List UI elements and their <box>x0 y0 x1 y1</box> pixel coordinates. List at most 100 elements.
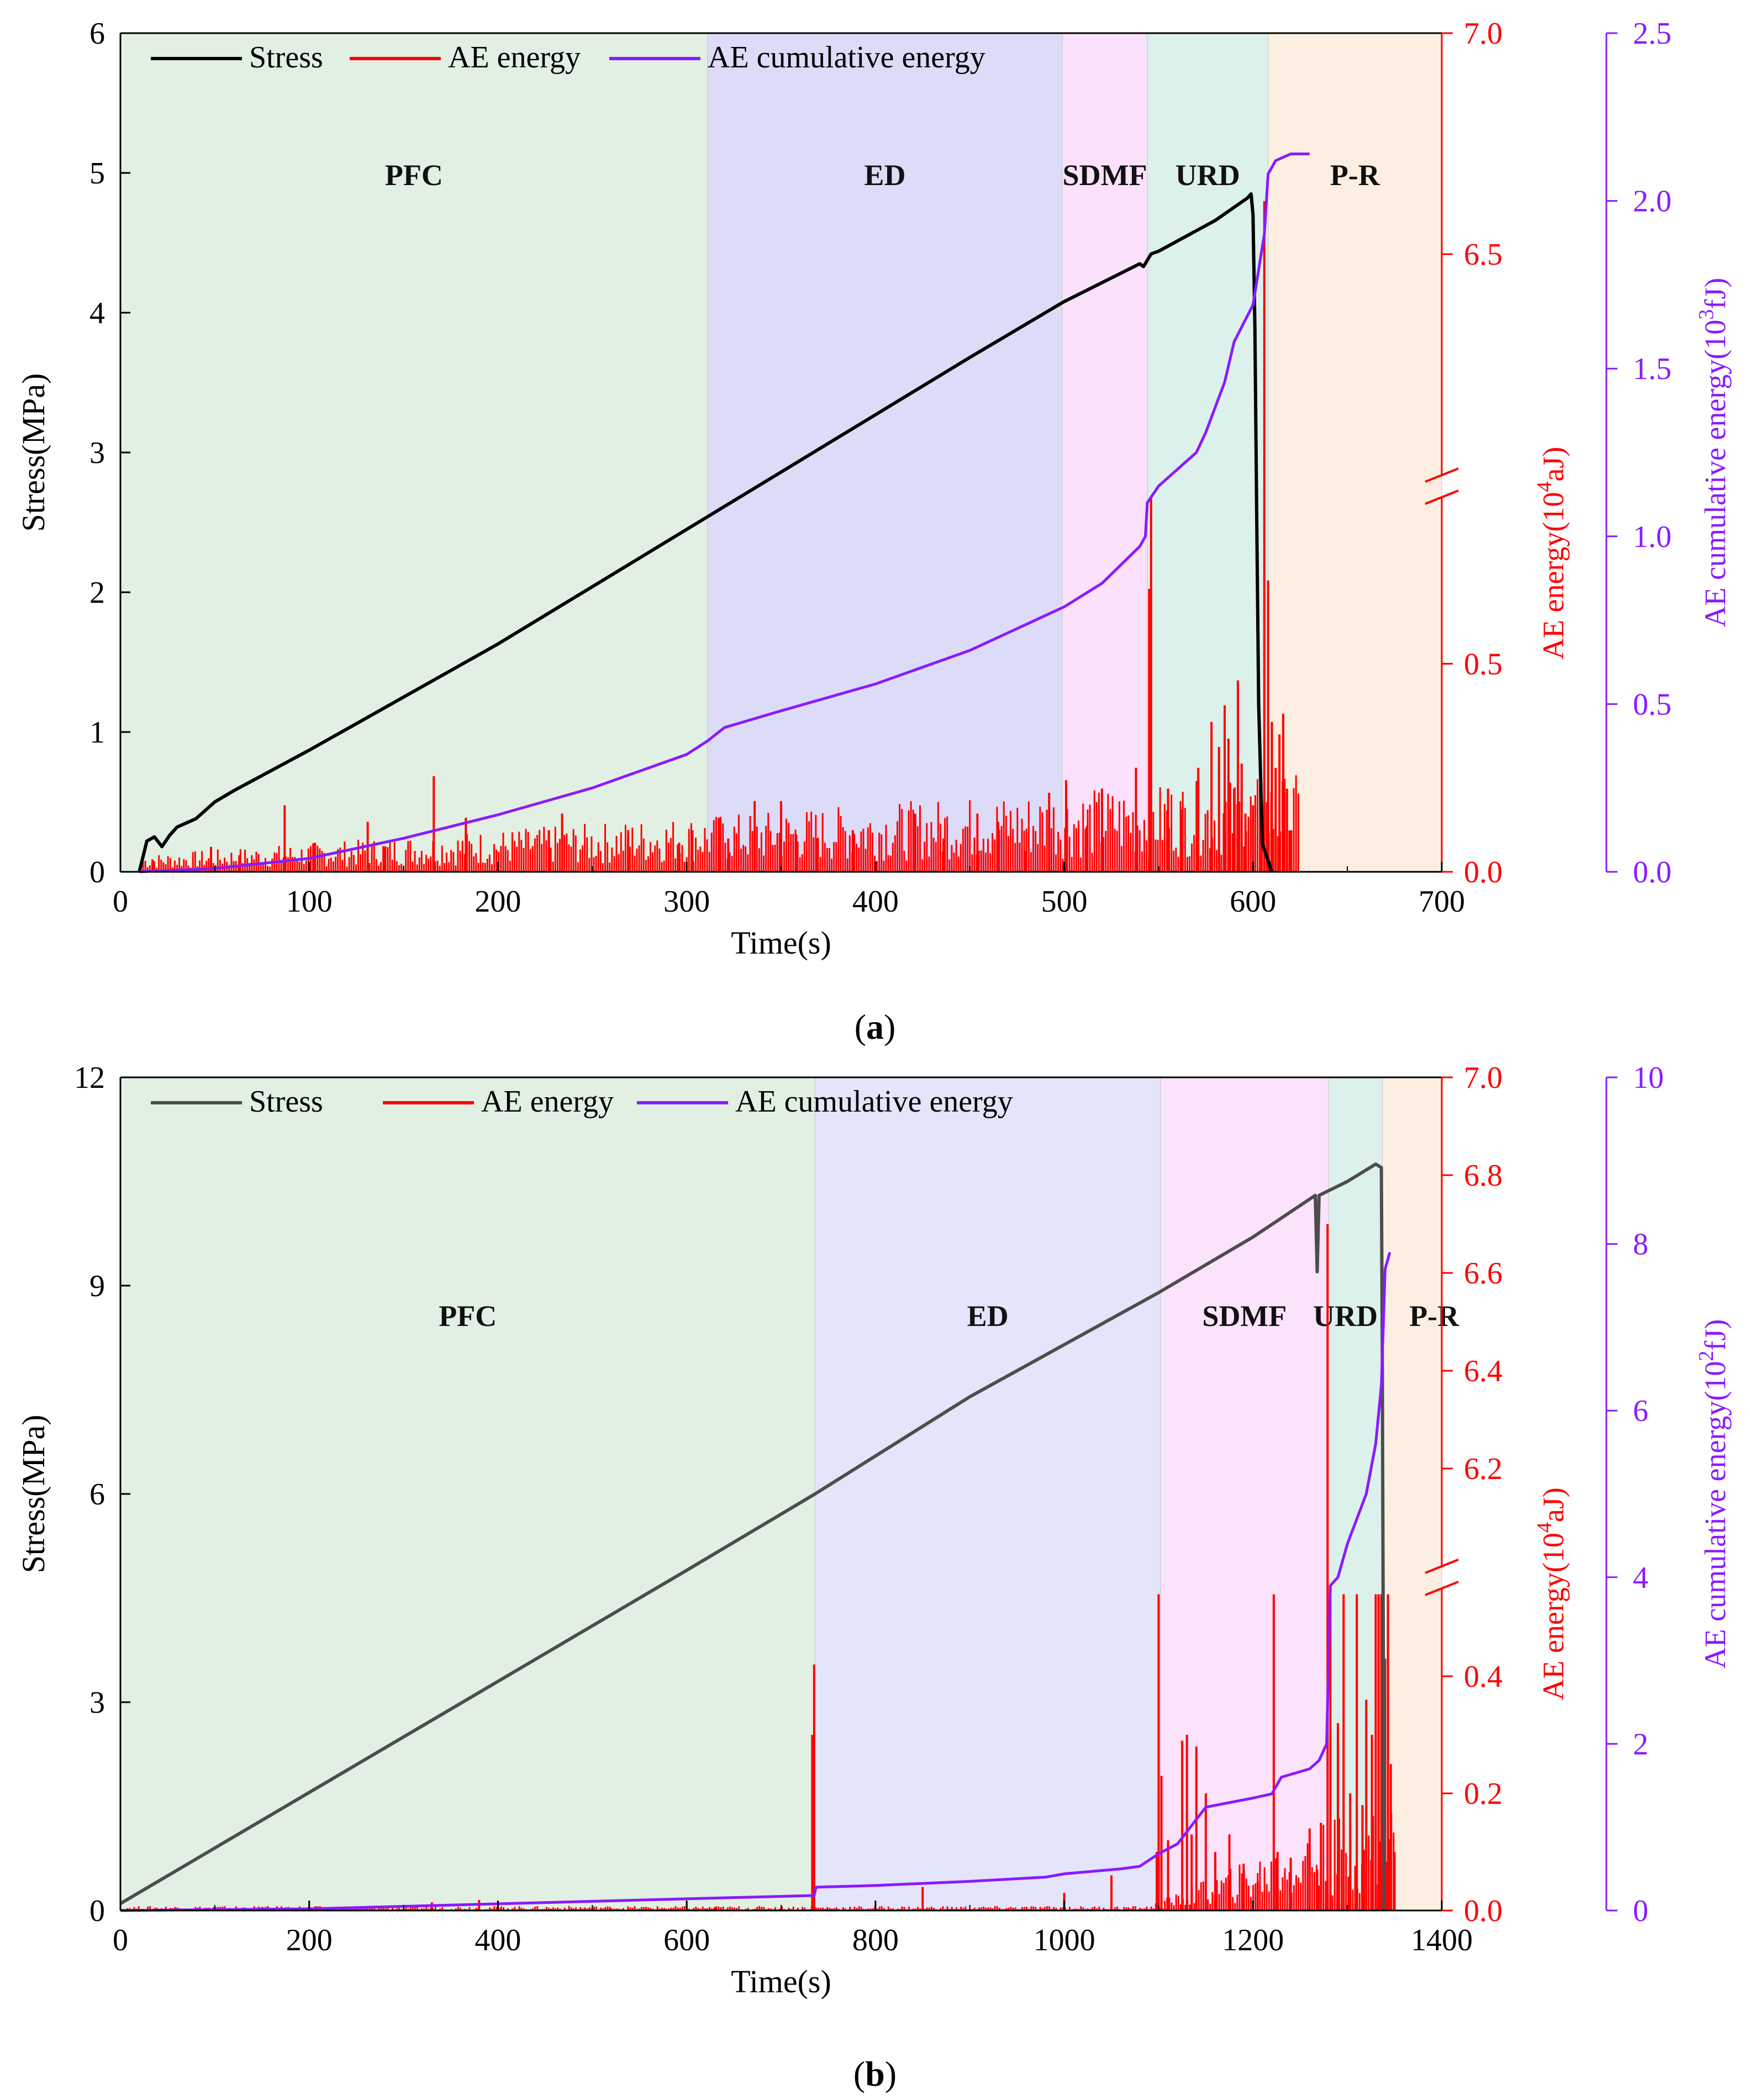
y2-tick-label: 7.0 <box>1464 17 1503 51</box>
x-tick-label: 1400 <box>1411 1923 1473 1957</box>
y3-axis-title-suffix: fJ) <box>1699 1319 1732 1351</box>
stage-band-ed <box>815 1077 1161 1911</box>
axis-break-mark <box>1425 1559 1459 1574</box>
y-tick-label: 12 <box>74 1061 105 1095</box>
x-tick-label: 400 <box>475 1923 521 1957</box>
panel-caption: (b) <box>853 2054 897 2093</box>
stage-label-urd: URD <box>1313 1299 1378 1333</box>
y3-axis-title: AE cumulative energy(102fJ) <box>1695 1319 1732 1669</box>
legend-label: AE energy <box>481 1085 614 1119</box>
y-axis-title: Stress(MPa) <box>15 1415 51 1573</box>
y2-tick-label: 6.8 <box>1464 1159 1503 1193</box>
stage-band-urd <box>1328 1077 1383 1911</box>
y-tick-label: 3 <box>89 436 105 470</box>
caption-paren-open: ( <box>855 1007 866 1046</box>
legend-label: Stress <box>249 40 323 75</box>
stage-band-pfc <box>120 33 708 872</box>
y2-tick-label: 0.0 <box>1464 1894 1503 1928</box>
stress-line <box>138 192 1274 872</box>
x-tick-label: 700 <box>1419 885 1465 919</box>
y2-axis-title-prefix: AE energy(10 <box>1537 492 1570 659</box>
y2-axis-title: AE energy(104aJ) <box>1533 446 1570 659</box>
stage-label-urd: URD <box>1176 159 1240 192</box>
y3-axis-title-prefix: AE cumulative energy(10 <box>1699 1361 1732 1669</box>
y2-tick-label: 6.4 <box>1464 1354 1503 1388</box>
y2-tick-label: 0.2 <box>1464 1777 1503 1811</box>
stage-band-ed <box>707 33 1063 872</box>
stage-label-p-r: P-R <box>1409 1299 1459 1333</box>
caption-paren-open: ( <box>853 2054 865 2093</box>
y3-axis-title-prefix: AE cumulative energy(10 <box>1699 320 1732 628</box>
y-tick-label: 0 <box>89 1894 105 1928</box>
y3-tick-label: 8 <box>1633 1228 1648 1262</box>
x-tick-label: 0 <box>113 1923 128 1957</box>
y2-tick-label: 6.6 <box>1464 1256 1503 1291</box>
y2-axis-title-suffix: aJ) <box>1537 446 1570 481</box>
legend-label: AE cumulative energy <box>708 40 985 75</box>
panel-a: PFC ED SDMF URD P-R 0 100 200 300 400 500 600 700 0 1 2… <box>15 17 1732 1046</box>
y3-axis-title-exponent: 2 <box>1695 1351 1718 1361</box>
caption-paren-close: ) <box>885 2054 897 2093</box>
x-tick-label: 400 <box>852 885 899 919</box>
y2-tick-label: 6.5 <box>1464 238 1503 272</box>
stage-band-p-r <box>1268 33 1442 872</box>
y3-tick-label: 0.5 <box>1633 687 1672 722</box>
y-axis-title: Stress(MPa) <box>15 373 51 532</box>
y2-tick-label: 6.2 <box>1464 1452 1503 1486</box>
y2-tick-label: 0.5 <box>1464 647 1503 681</box>
x-tick-label: 200 <box>475 885 521 919</box>
y3-axis-title-exponent: 3 <box>1695 309 1718 320</box>
y2-axis-title-exponent: 4 <box>1533 1522 1556 1533</box>
y3-tick-label: 6 <box>1633 1394 1648 1428</box>
axis-break-mark <box>1425 467 1459 483</box>
stage-label-p-r: P-R <box>1330 159 1380 192</box>
caption-paren-close: ) <box>884 1007 895 1046</box>
axis-break-mark <box>1425 490 1459 505</box>
y2-axis-title-suffix: aJ) <box>1537 1487 1570 1522</box>
y3-tick-label: 10 <box>1633 1061 1664 1095</box>
y2-tick-label: 0.0 <box>1464 855 1503 890</box>
x-tick-label: 1200 <box>1222 1923 1284 1957</box>
ae-cumulative-line <box>139 152 1310 873</box>
x-tick-label: 600 <box>1230 885 1276 919</box>
x-tick-label: 200 <box>286 1923 333 1957</box>
stage-label-pfc: PFC <box>385 159 443 192</box>
stage-label-ed: ED <box>864 159 905 192</box>
y-tick-label: 1 <box>89 715 105 750</box>
stage-label-sdmf: SDMF <box>1063 159 1147 192</box>
y3-tick-label: 1.0 <box>1633 520 1672 554</box>
y3-tick-label: 2.5 <box>1633 17 1672 51</box>
y-tick-label: 6 <box>89 1477 105 1512</box>
x-tick-label: 600 <box>663 1923 710 1957</box>
y-tick-label: 3 <box>89 1686 105 1720</box>
stage-label-sdmf: SDMF <box>1202 1299 1287 1333</box>
ae-energy-series <box>124 1224 1396 1910</box>
y-tick-label: 2 <box>89 576 105 610</box>
y-tick-label: 9 <box>89 1269 105 1303</box>
y3-tick-label: 1.5 <box>1633 352 1672 386</box>
caption-letter: b <box>865 2054 885 2093</box>
panel-b: PFC ED SDMF URD P-R0 200 400 600 800 1000 1200 1400… <box>15 1061 1732 2093</box>
x-tick-label: 1000 <box>1034 1923 1095 1957</box>
y3-tick-label: 2.0 <box>1633 185 1672 219</box>
stress-line <box>119 1162 1386 1911</box>
panel-caption: (a) <box>855 1007 896 1046</box>
y-tick-label: 4 <box>89 296 105 330</box>
axis-break-mark <box>1425 1581 1459 1596</box>
y3-axis-title: AE cumulative energy(103fJ) <box>1695 278 1732 628</box>
y2-axis-title-prefix: AE energy(10 <box>1537 1533 1570 1700</box>
caption-letter: a <box>866 1007 884 1046</box>
x-tick-label: 100 <box>286 885 333 919</box>
y-tick-label: 5 <box>89 156 105 191</box>
y2-tick-label: 0.4 <box>1464 1660 1503 1694</box>
x-tick-label: 300 <box>663 885 710 919</box>
stage-band-urd <box>1147 33 1269 872</box>
legend-label: AE cumulative energy <box>735 1085 1013 1119</box>
y2-tick-label: 7.0 <box>1464 1061 1503 1095</box>
y3-axis-title-suffix: fJ) <box>1699 278 1732 309</box>
stage-band-p-r <box>1382 1077 1442 1911</box>
y3-tick-label: 0.0 <box>1633 855 1672 890</box>
stage-label-pfc: PFC <box>439 1299 497 1333</box>
y3-tick-label: 0 <box>1633 1894 1648 1928</box>
